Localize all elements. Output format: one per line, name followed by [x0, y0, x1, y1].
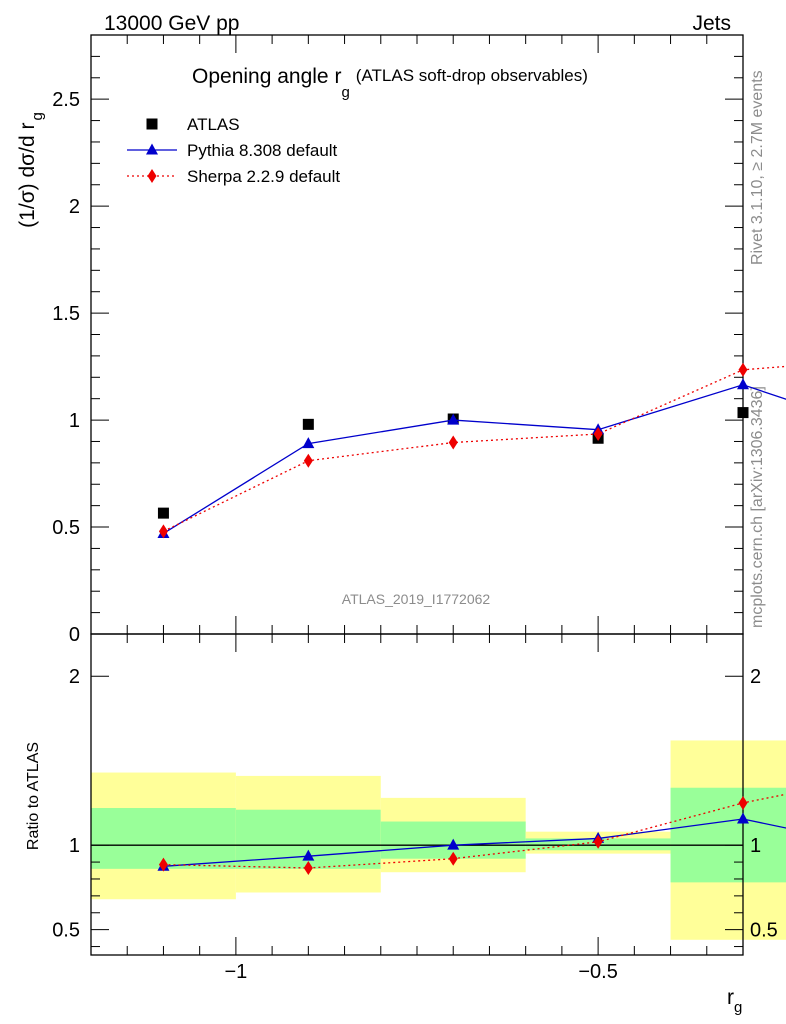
- main-point-2-4: [738, 362, 748, 377]
- xtick-label: −1: [224, 961, 247, 983]
- main-point-1-2: [447, 413, 460, 425]
- ratio-ylabel: Ratio to ATLAS: [25, 742, 42, 850]
- ratio-point-1-0: [158, 857, 168, 872]
- ratio-point-1-2: [448, 851, 458, 866]
- legend-marker-2: [147, 169, 157, 183]
- ratio-point-1-3: [593, 834, 603, 849]
- ratio-ytick-label-right: 2: [750, 666, 761, 688]
- ratio-point-0-2: [447, 838, 460, 850]
- rivet-label: Rivet 3.1.10, ≥ 2.7M events: [749, 70, 766, 265]
- main-ytick-label: 0: [69, 624, 80, 646]
- main-ytick-label: 1: [69, 410, 80, 432]
- ratio-ytick-label: 1: [69, 835, 80, 857]
- ratio-ytick-label: 2: [69, 666, 80, 688]
- legend-marker-1: [146, 143, 158, 155]
- ratio-ytick-label-right: 1: [750, 835, 761, 857]
- main-point-0-1: [302, 418, 314, 430]
- ratio-point-1-1: [303, 860, 313, 875]
- main-point-2-0: [158, 524, 168, 539]
- ratio-bands: [91, 740, 786, 940]
- ratio-series: [157, 793, 786, 875]
- main-point-0-4: [737, 407, 749, 419]
- main-ytick-label: 2: [69, 196, 80, 218]
- ratio-axes: 0.5 0.5 1 1 2 2 −1 −0.5: [52, 633, 778, 983]
- ratio-point-0-4: [737, 812, 749, 824]
- legend-marker-0: [146, 118, 158, 130]
- main-ytick-label: 1.5: [52, 303, 80, 325]
- ratio-series-line-0: [163, 818, 786, 867]
- mcplots-label: mcplots.cern.ch [arXiv:1306.3436]: [749, 386, 766, 628]
- xlabel-sub: g: [734, 999, 742, 1016]
- chart-title: Opening angle rg (ATLAS soft-drop observa…: [192, 65, 588, 101]
- analysis-label: ATLAS_2019_I1772062: [342, 591, 491, 607]
- xlabel-text: r: [727, 986, 734, 1009]
- main-series-line-1: [163, 384, 786, 535]
- ratio-ytick-label-right: 0.5: [750, 920, 778, 942]
- main-point-0-0: [157, 507, 169, 519]
- main-point-2-3: [593, 426, 603, 441]
- main-point-1-1: [302, 437, 315, 449]
- main-series-line-2: [163, 365, 786, 532]
- header-right: Jets: [692, 12, 731, 35]
- ratio-band-green-4: [670, 787, 786, 883]
- main-ylabel-text: (1/σ) dσ/d r: [16, 123, 39, 228]
- ratio-series-line-1: [163, 793, 786, 869]
- main-point-2-2: [448, 435, 458, 450]
- main-ytick-label: 0.5: [52, 517, 80, 539]
- legend-label-1: Pythia 8.308 default: [187, 141, 338, 160]
- chart-title-sub: g: [341, 84, 349, 101]
- main-ylabel-sub: g: [29, 112, 46, 120]
- xtick-label: −0.5: [578, 961, 617, 983]
- ratio-point-0-1: [302, 849, 315, 861]
- main-ytick-label: 2.5: [52, 89, 80, 111]
- main-ylabel: (1/σ) dσ/d r g: [16, 112, 46, 228]
- main-series: [157, 362, 786, 539]
- ratio-point-1-4: [738, 795, 748, 810]
- legend: ATLAS Pythia 8.308 default Sherpa 2.2.9 de…: [127, 115, 340, 186]
- legend-label-2: Sherpa 2.2.9 default: [187, 167, 340, 186]
- ratio-ytick-label: 0.5: [52, 920, 80, 942]
- main-point-2-1: [303, 453, 313, 468]
- main-point-1-4: [737, 378, 749, 390]
- legend-label-0: ATLAS: [187, 115, 240, 134]
- chart-title-main: Opening angle r: [192, 65, 341, 88]
- xlabel: rg: [727, 986, 742, 1016]
- chart-title-note: (ATLAS soft-drop observables): [356, 66, 588, 85]
- header-left: 13000 GeV pp: [104, 12, 239, 35]
